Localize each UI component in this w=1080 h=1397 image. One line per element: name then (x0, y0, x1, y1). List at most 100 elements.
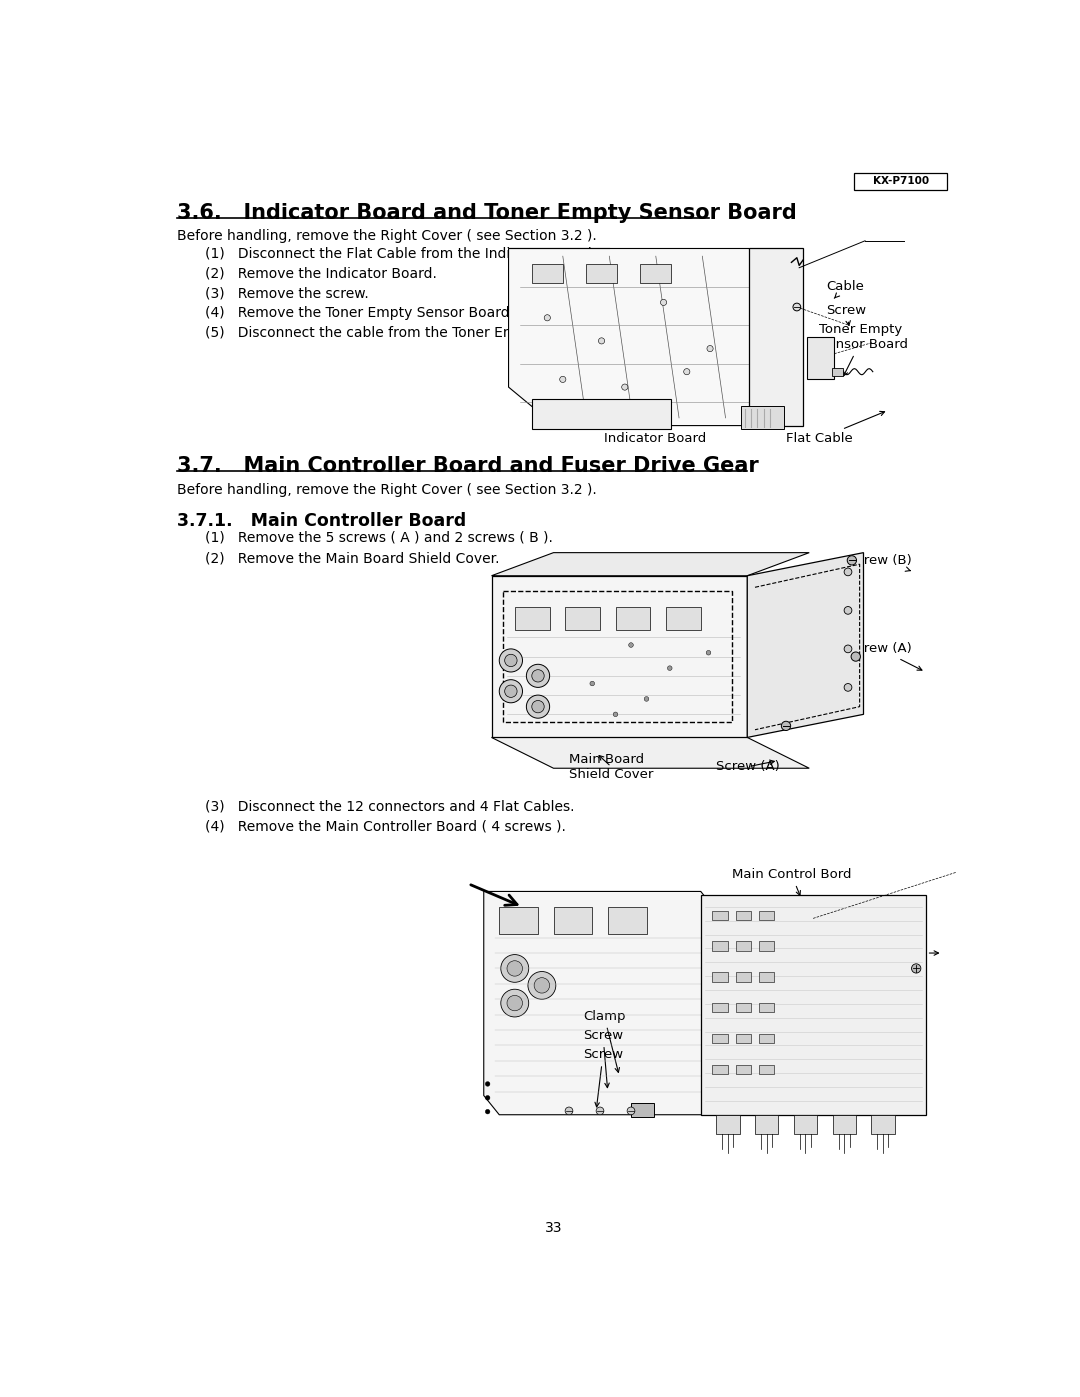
Circle shape (590, 682, 595, 686)
Text: Screw: Screw (583, 1030, 623, 1088)
Bar (640, 264, 672, 284)
Bar (735, 1003, 751, 1013)
Circle shape (526, 665, 550, 687)
Bar (716, 1115, 740, 1134)
Bar (872, 1115, 894, 1134)
Text: Screw (B): Screw (B) (848, 553, 912, 571)
Text: Clamp: Clamp (583, 1010, 625, 1073)
Text: (2)   Remove the Indicator Board.: (2) Remove the Indicator Board. (205, 267, 436, 281)
Text: 3.7.   Main Controller Board and Fuser Drive Gear: 3.7. Main Controller Board and Fuser Dri… (177, 455, 758, 475)
Bar (759, 942, 774, 951)
Text: (4)   Remove the Toner Empty Sensor Board.: (4) Remove the Toner Empty Sensor Board. (205, 306, 514, 320)
Circle shape (644, 697, 649, 701)
Text: Main Board
Shield Cover: Main Board Shield Cover (569, 753, 653, 781)
Bar (608, 907, 647, 933)
Text: Flat Cable: Flat Cable (786, 411, 885, 446)
Circle shape (504, 685, 517, 697)
Circle shape (661, 299, 666, 306)
Circle shape (845, 606, 852, 615)
Circle shape (499, 680, 523, 703)
Circle shape (531, 669, 544, 682)
Text: KX-P7100: KX-P7100 (873, 176, 929, 187)
Text: Screw: Screw (583, 1048, 623, 1106)
Text: (1)   Remove the 5 screws ( A ) and 2 screws ( B ).: (1) Remove the 5 screws ( A ) and 2 scre… (205, 531, 553, 545)
Bar (713, 972, 728, 982)
Text: Before handling, remove the Right Cover ( see Section 3.2 ).: Before handling, remove the Right Cover … (177, 229, 596, 243)
Text: Screw (A): Screw (A) (716, 760, 780, 773)
Bar (759, 911, 774, 921)
Circle shape (544, 314, 551, 321)
Text: (1)   Disconnect the Flat Cable from the Indicator Board.: (1) Disconnect the Flat Cable from the I… (205, 246, 596, 260)
Circle shape (528, 971, 556, 999)
Bar (515, 606, 550, 630)
Circle shape (845, 569, 852, 576)
Circle shape (667, 666, 672, 671)
Circle shape (507, 996, 523, 1011)
Text: Cable: Cable (826, 281, 864, 299)
Circle shape (845, 645, 852, 652)
Circle shape (627, 1106, 635, 1115)
Circle shape (507, 961, 523, 977)
Bar (531, 398, 672, 429)
Text: Main Control Bord: Main Control Bord (732, 868, 851, 895)
Bar (735, 972, 751, 982)
Bar (748, 249, 804, 426)
Bar (666, 606, 701, 630)
Bar (531, 264, 563, 284)
Bar (485, 225, 943, 448)
Circle shape (622, 384, 627, 390)
Bar (476, 545, 948, 775)
Bar (833, 1115, 855, 1134)
Bar (476, 869, 957, 1130)
Circle shape (499, 648, 523, 672)
Text: Screw: Screw (883, 947, 939, 960)
Bar (586, 264, 617, 284)
Bar (759, 972, 774, 982)
Circle shape (526, 696, 550, 718)
Bar (832, 367, 843, 376)
Bar (735, 942, 751, 951)
Bar (854, 173, 947, 190)
Text: (2)   Remove the Main Board Shield Cover.: (2) Remove the Main Board Shield Cover. (205, 552, 499, 566)
Text: Before handling, remove the Right Cover ( see Section 3.2 ).: Before handling, remove the Right Cover … (177, 482, 596, 496)
Bar (713, 1034, 728, 1044)
Circle shape (485, 1095, 490, 1099)
Bar (794, 1115, 816, 1134)
Circle shape (504, 654, 517, 666)
Bar (755, 1115, 779, 1134)
Circle shape (851, 652, 861, 661)
Text: Screw (A): Screw (A) (848, 643, 922, 671)
Circle shape (613, 712, 618, 717)
Bar (807, 337, 834, 380)
Circle shape (781, 721, 791, 731)
Circle shape (596, 1106, 604, 1115)
Bar (565, 606, 600, 630)
Circle shape (845, 683, 852, 692)
Polygon shape (509, 249, 795, 426)
Polygon shape (491, 738, 809, 768)
Bar (503, 591, 732, 722)
Text: (3)   Disconnect the 12 connectors and 4 Flat Cables.: (3) Disconnect the 12 connectors and 4 F… (205, 799, 575, 813)
Text: 3.7.1.   Main Controller Board: 3.7.1. Main Controller Board (177, 511, 467, 529)
Circle shape (847, 556, 856, 564)
Bar (713, 942, 728, 951)
Bar (759, 1065, 774, 1074)
Polygon shape (747, 553, 864, 738)
Circle shape (501, 989, 529, 1017)
Circle shape (684, 369, 690, 374)
Circle shape (535, 978, 550, 993)
Circle shape (485, 1081, 490, 1087)
Text: (3)   Remove the screw.: (3) Remove the screw. (205, 286, 368, 300)
Bar (631, 1104, 654, 1118)
Bar (499, 907, 538, 933)
Circle shape (565, 1106, 572, 1115)
Bar (713, 1065, 728, 1074)
Bar (701, 895, 926, 1115)
Circle shape (706, 651, 711, 655)
Polygon shape (484, 891, 716, 1115)
Bar (735, 911, 751, 921)
Bar (713, 1003, 728, 1013)
Bar (759, 1003, 774, 1013)
Text: Toner Empty
Sensor Board: Toner Empty Sensor Board (819, 323, 907, 376)
Text: Screw: Screw (826, 303, 866, 326)
